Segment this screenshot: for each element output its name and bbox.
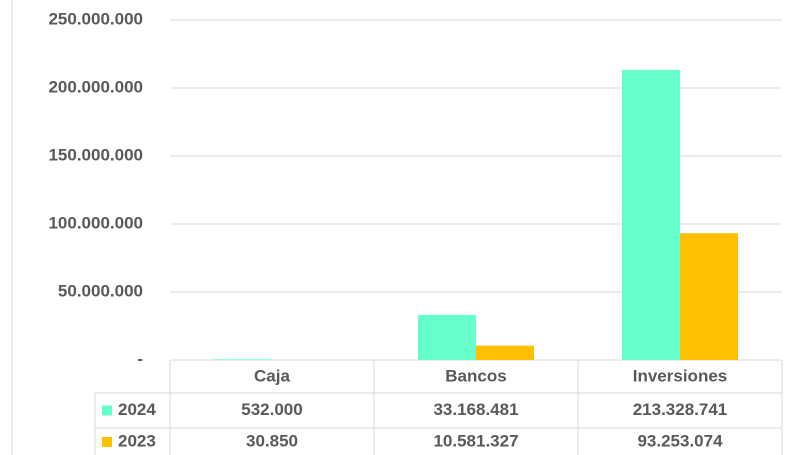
table-value: 213.328.741 <box>633 400 728 419</box>
y-tick-label: 50.000.000 <box>58 281 143 300</box>
y-tick-label: - <box>137 349 143 368</box>
y-tick-label: 250.000.000 <box>48 9 143 28</box>
table-value: 93.253.074 <box>637 431 723 450</box>
bar <box>418 314 476 360</box>
legend-swatch <box>102 437 112 447</box>
legend-label: 2023 <box>118 431 156 450</box>
y-tick-label: 100.000.000 <box>48 213 143 232</box>
bar <box>680 233 738 360</box>
legend-swatch <box>102 405 112 416</box>
bar <box>214 359 272 360</box>
y-tick-label: 150.000.000 <box>48 145 143 164</box>
legend-label: 2024 <box>118 400 156 419</box>
bar <box>476 345 534 360</box>
category-label: Inversiones <box>633 366 728 385</box>
table-value: 532.000 <box>241 400 302 419</box>
category-label: Bancos <box>445 366 506 385</box>
table-value: 10.581.327 <box>433 431 518 450</box>
bar <box>622 69 680 360</box>
table-value: 30.850 <box>246 431 298 450</box>
y-tick-label: 200.000.000 <box>48 77 143 96</box>
category-label: Caja <box>254 366 290 385</box>
table-value: 33.168.481 <box>433 400 518 419</box>
